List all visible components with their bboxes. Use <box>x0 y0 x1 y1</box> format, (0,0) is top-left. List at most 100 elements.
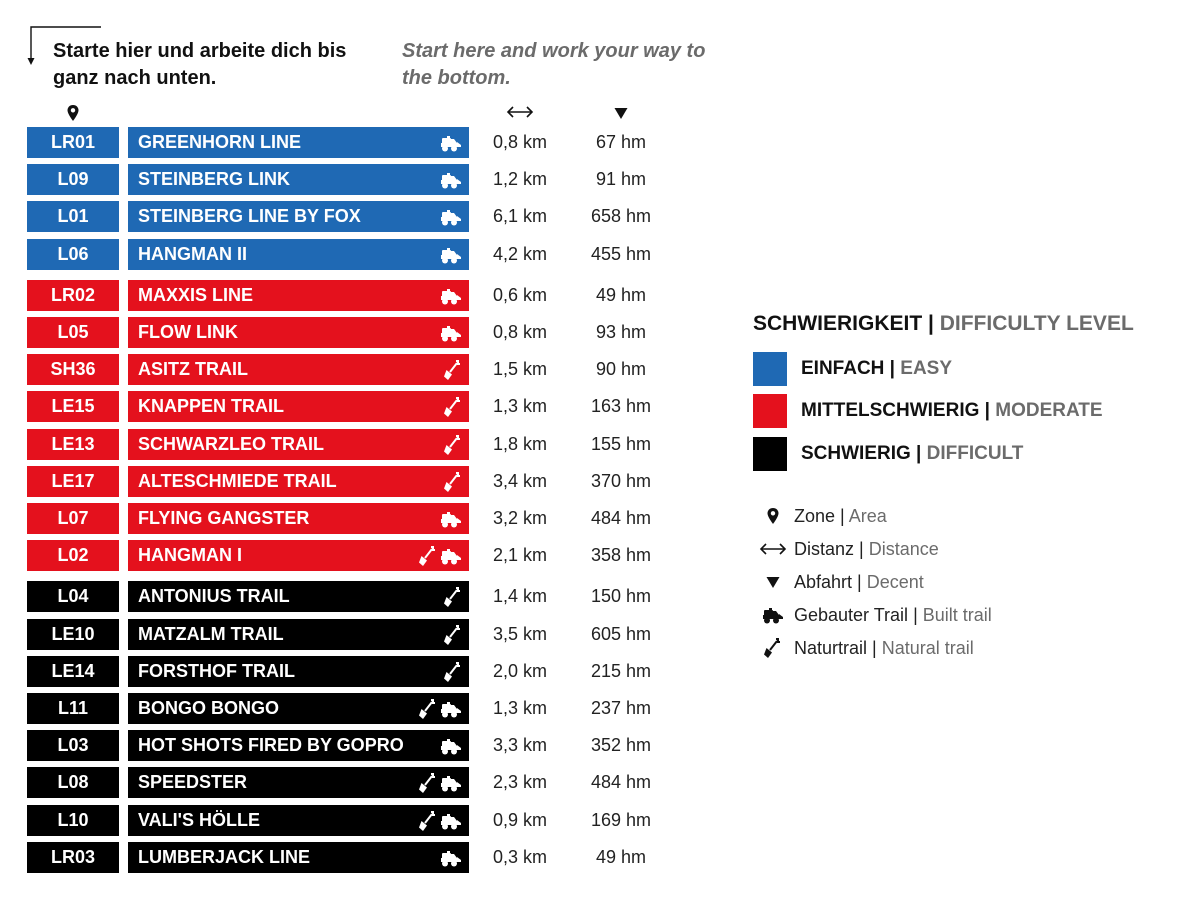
key-label-separator: | <box>854 539 869 559</box>
trail-name: ALTESCHMIEDE TRAIL <box>138 471 337 491</box>
trail-name: SCHWARZLEO TRAIL <box>138 434 324 454</box>
trail-code: L04 <box>27 581 119 612</box>
table-row: LR03 LUMBERJACK LINE 0,3 km 49 hm <box>0 842 700 873</box>
trail-code: LE10 <box>27 619 119 650</box>
key-label-de: Gebauter Trail <box>794 605 909 625</box>
key-label-en: Decent <box>866 572 924 592</box>
trail-descent: 67 hm <box>595 132 647 152</box>
trail-descent: 150 hm <box>590 586 652 606</box>
table-row: L07 FLYING GANGSTER 3,2 km 484 hm <box>0 503 700 534</box>
map-pin-icon <box>767 508 779 524</box>
down-triangle-icon <box>766 577 780 588</box>
trail-code: LE13 <box>27 429 119 460</box>
trail-type-icons <box>439 284 463 307</box>
trail-distance: 3,5 km <box>492 624 548 644</box>
level-label-separator: | <box>910 443 927 464</box>
trail-name: FLYING GANGSTER <box>138 508 310 528</box>
trail-descent: 605 hm <box>590 624 652 644</box>
natural-trail-icon <box>444 471 460 492</box>
trail-type-icons <box>443 660 463 683</box>
trail-code: L10 <box>27 805 119 836</box>
trail-type-icons <box>418 544 463 567</box>
trail-descent: 215 hm <box>590 661 652 681</box>
double-arrow-icon <box>759 543 787 555</box>
table-row: L02 HANGMAN I 2,1 km 358 hm <box>0 540 700 571</box>
trail-distance: 6,1 km <box>492 206 548 226</box>
legend-key-distance: Distanz | Distance <box>753 536 1193 562</box>
natural-trail-icon <box>419 772 435 793</box>
natural-trail-icon <box>419 810 435 831</box>
intro-text-de: Starte hier und arbeite dich bis ganz na… <box>53 40 347 89</box>
natural-trail-icon <box>444 396 460 417</box>
trail-code: LR03 <box>27 842 119 873</box>
trail-descent: 163 hm <box>590 396 652 416</box>
trail-name-cell: LUMBERJACK LINE <box>128 842 469 873</box>
trail-descent: 370 hm <box>590 471 652 491</box>
table-row: L04 ANTONIUS TRAIL 1,4 km 150 hm <box>0 581 700 612</box>
trail-distance: 1,2 km <box>492 169 548 189</box>
built-trail-icon <box>441 247 461 263</box>
trail-distance: 0,3 km <box>492 847 548 867</box>
trail-distance: 1,5 km <box>492 359 548 379</box>
trail-type-icons <box>439 734 463 757</box>
trail-name-cell: FLYING GANGSTER <box>128 503 469 534</box>
natural-trail-icon <box>444 434 460 455</box>
trail-code: LE17 <box>27 466 119 497</box>
trail-type-icons <box>439 243 463 266</box>
trail-code: L03 <box>27 730 119 761</box>
trail-code: SH36 <box>27 354 119 385</box>
trail-type-icons <box>443 358 463 381</box>
trail-type-icons <box>418 771 463 794</box>
table-row: L03 HOT SHOTS FIRED BY GOPRO 3,3 km 352 hm <box>0 730 700 761</box>
trail-name-cell: KNAPPEN TRAIL <box>128 391 469 422</box>
trail-distance: 0,6 km <box>492 285 548 305</box>
down-triangle-icon <box>614 108 628 119</box>
trail-distance: 1,3 km <box>492 698 548 718</box>
trail-distance: 3,2 km <box>492 508 548 528</box>
trail-name-cell: FORSTHOF TRAIL <box>128 656 469 687</box>
built-trail-icon <box>441 775 461 791</box>
key-label-de: Distanz <box>794 539 855 559</box>
trail-name: HANGMAN I <box>138 545 242 565</box>
trail-name: STEINBERG LINK <box>138 169 291 189</box>
built-trail-icon <box>763 608 783 624</box>
trail-descent: 169 hm <box>590 810 652 830</box>
table-row: LE17 ALTESCHMIEDE TRAIL 3,4 km 370 hm <box>0 466 700 497</box>
key-icon-slot <box>753 503 793 529</box>
trail-name: GREENHORN LINE <box>138 132 302 152</box>
built-trail-icon <box>441 172 461 188</box>
trail-name: MAXXIS LINE <box>138 285 254 305</box>
trail-code: L05 <box>27 317 119 348</box>
trail-code: L06 <box>27 239 119 270</box>
trail-code: LR01 <box>27 127 119 158</box>
natural-trail-icon <box>419 698 435 719</box>
trail-name-cell: ALTESCHMIEDE TRAIL <box>128 466 469 497</box>
built-trail-icon <box>441 813 461 829</box>
legend-key-natural-trail: Naturtrail | Natural trail <box>753 635 1193 661</box>
trail-descent: 91 hm <box>595 169 647 189</box>
key-icon-slot <box>753 602 793 628</box>
trail-descent: 358 hm <box>590 545 652 565</box>
key-label: Zone | Area <box>794 503 887 529</box>
trail-name-cell: HANGMAN II <box>128 239 469 270</box>
natural-trail-icon <box>419 545 435 566</box>
trail-code: L07 <box>27 503 119 534</box>
key-label-separator: | <box>852 572 867 592</box>
legend-level-label: MITTELSCHWIERIG | MODERATE <box>801 394 1103 428</box>
table-row: L01 STEINBERG LINE BY FOX 6,1 km 658 hm <box>0 201 700 232</box>
table-row: L09 STEINBERG LINK 1,2 km 91 hm <box>0 164 700 195</box>
legend-level-label: SCHWIERIG | DIFFICULT <box>801 437 1023 471</box>
trail-name-cell: STEINBERG LINE BY FOX <box>128 201 469 232</box>
table-row: LR02 MAXXIS LINE 0,6 km 49 hm <box>0 280 700 311</box>
key-label-separator: | <box>867 638 882 658</box>
trail-name: ANTONIUS TRAIL <box>138 586 290 606</box>
key-label-de: Abfahrt <box>794 572 853 592</box>
trail-name-cell: STEINBERG LINK <box>128 164 469 195</box>
trail-name: MATZALM TRAIL <box>138 624 284 644</box>
table-row: L11 BONGO BONGO 1,3 km 237 hm <box>0 693 700 724</box>
key-label-de: Naturtrail <box>794 638 868 658</box>
trail-code: L01 <box>27 201 119 232</box>
level-label-de: SCHWIERIG <box>801 443 911 464</box>
built-trail-icon <box>441 288 461 304</box>
key-label-en: Natural trail <box>881 638 974 658</box>
